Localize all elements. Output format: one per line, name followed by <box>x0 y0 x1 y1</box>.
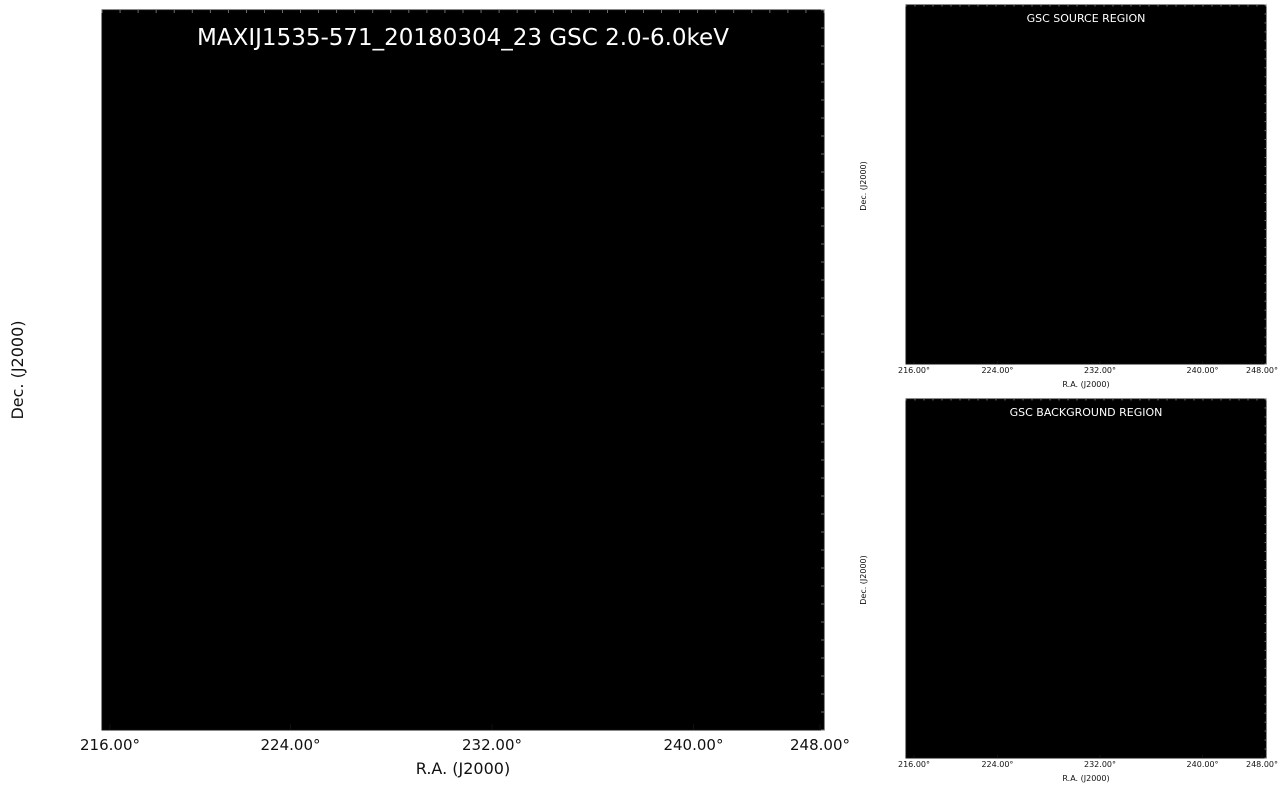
source-region-panel: GSC SOURCE REGION R.A. (J2000) Dec. (J20… <box>859 4 1278 389</box>
x-tick-label: 240.00° <box>1187 760 1219 769</box>
x-tick-label: 240.00° <box>1187 366 1219 375</box>
main-x-axis-label: R.A. (J2000) <box>416 759 510 778</box>
x-tick-label: 248.00° <box>1246 366 1278 375</box>
background-region-panel: GSC BACKGROUND REGION R.A. (J2000) Dec. … <box>859 398 1278 783</box>
x-tick-label: 232.00° <box>1084 760 1116 769</box>
background-y-axis-label: Dec. (J2000) <box>859 555 868 605</box>
x-tick-label: 216.00° <box>80 736 140 754</box>
main-title: MAXIJ1535-571_20180304_23 GSC 2.0-6.0keV <box>197 25 729 51</box>
background-panel-title: GSC BACKGROUND REGION <box>1010 406 1163 419</box>
x-tick-label: 224.00° <box>981 760 1013 769</box>
x-tick-label: 240.00° <box>663 736 723 754</box>
x-tick-label: 224.00° <box>981 366 1013 375</box>
x-tick-label: 248.00° <box>790 736 850 754</box>
background-x-axis-label: R.A. (J2000) <box>1062 774 1109 783</box>
main-y-axis-label: Dec. (J2000) <box>8 320 27 419</box>
main-panel: 4U_1538-52,QV_NorMAXI_J1543-564MAXIJ1535… <box>8 9 850 778</box>
background-plot-area <box>906 399 1266 758</box>
x-tick-label: 224.00° <box>261 736 321 754</box>
x-tick-label: 216.00° <box>898 366 930 375</box>
x-tick-label: 248.00° <box>1246 760 1278 769</box>
source-x-axis-label: R.A. (J2000) <box>1062 380 1109 389</box>
source-y-axis-label: Dec. (J2000) <box>859 161 868 211</box>
x-tick-label: 232.00° <box>1084 366 1116 375</box>
source-panel-title: GSC SOURCE REGION <box>1027 12 1146 25</box>
x-tick-label: 216.00° <box>898 760 930 769</box>
main-plot-area <box>102 10 824 730</box>
source-plot-area <box>906 5 1266 364</box>
x-tick-label: 232.00° <box>462 736 522 754</box>
